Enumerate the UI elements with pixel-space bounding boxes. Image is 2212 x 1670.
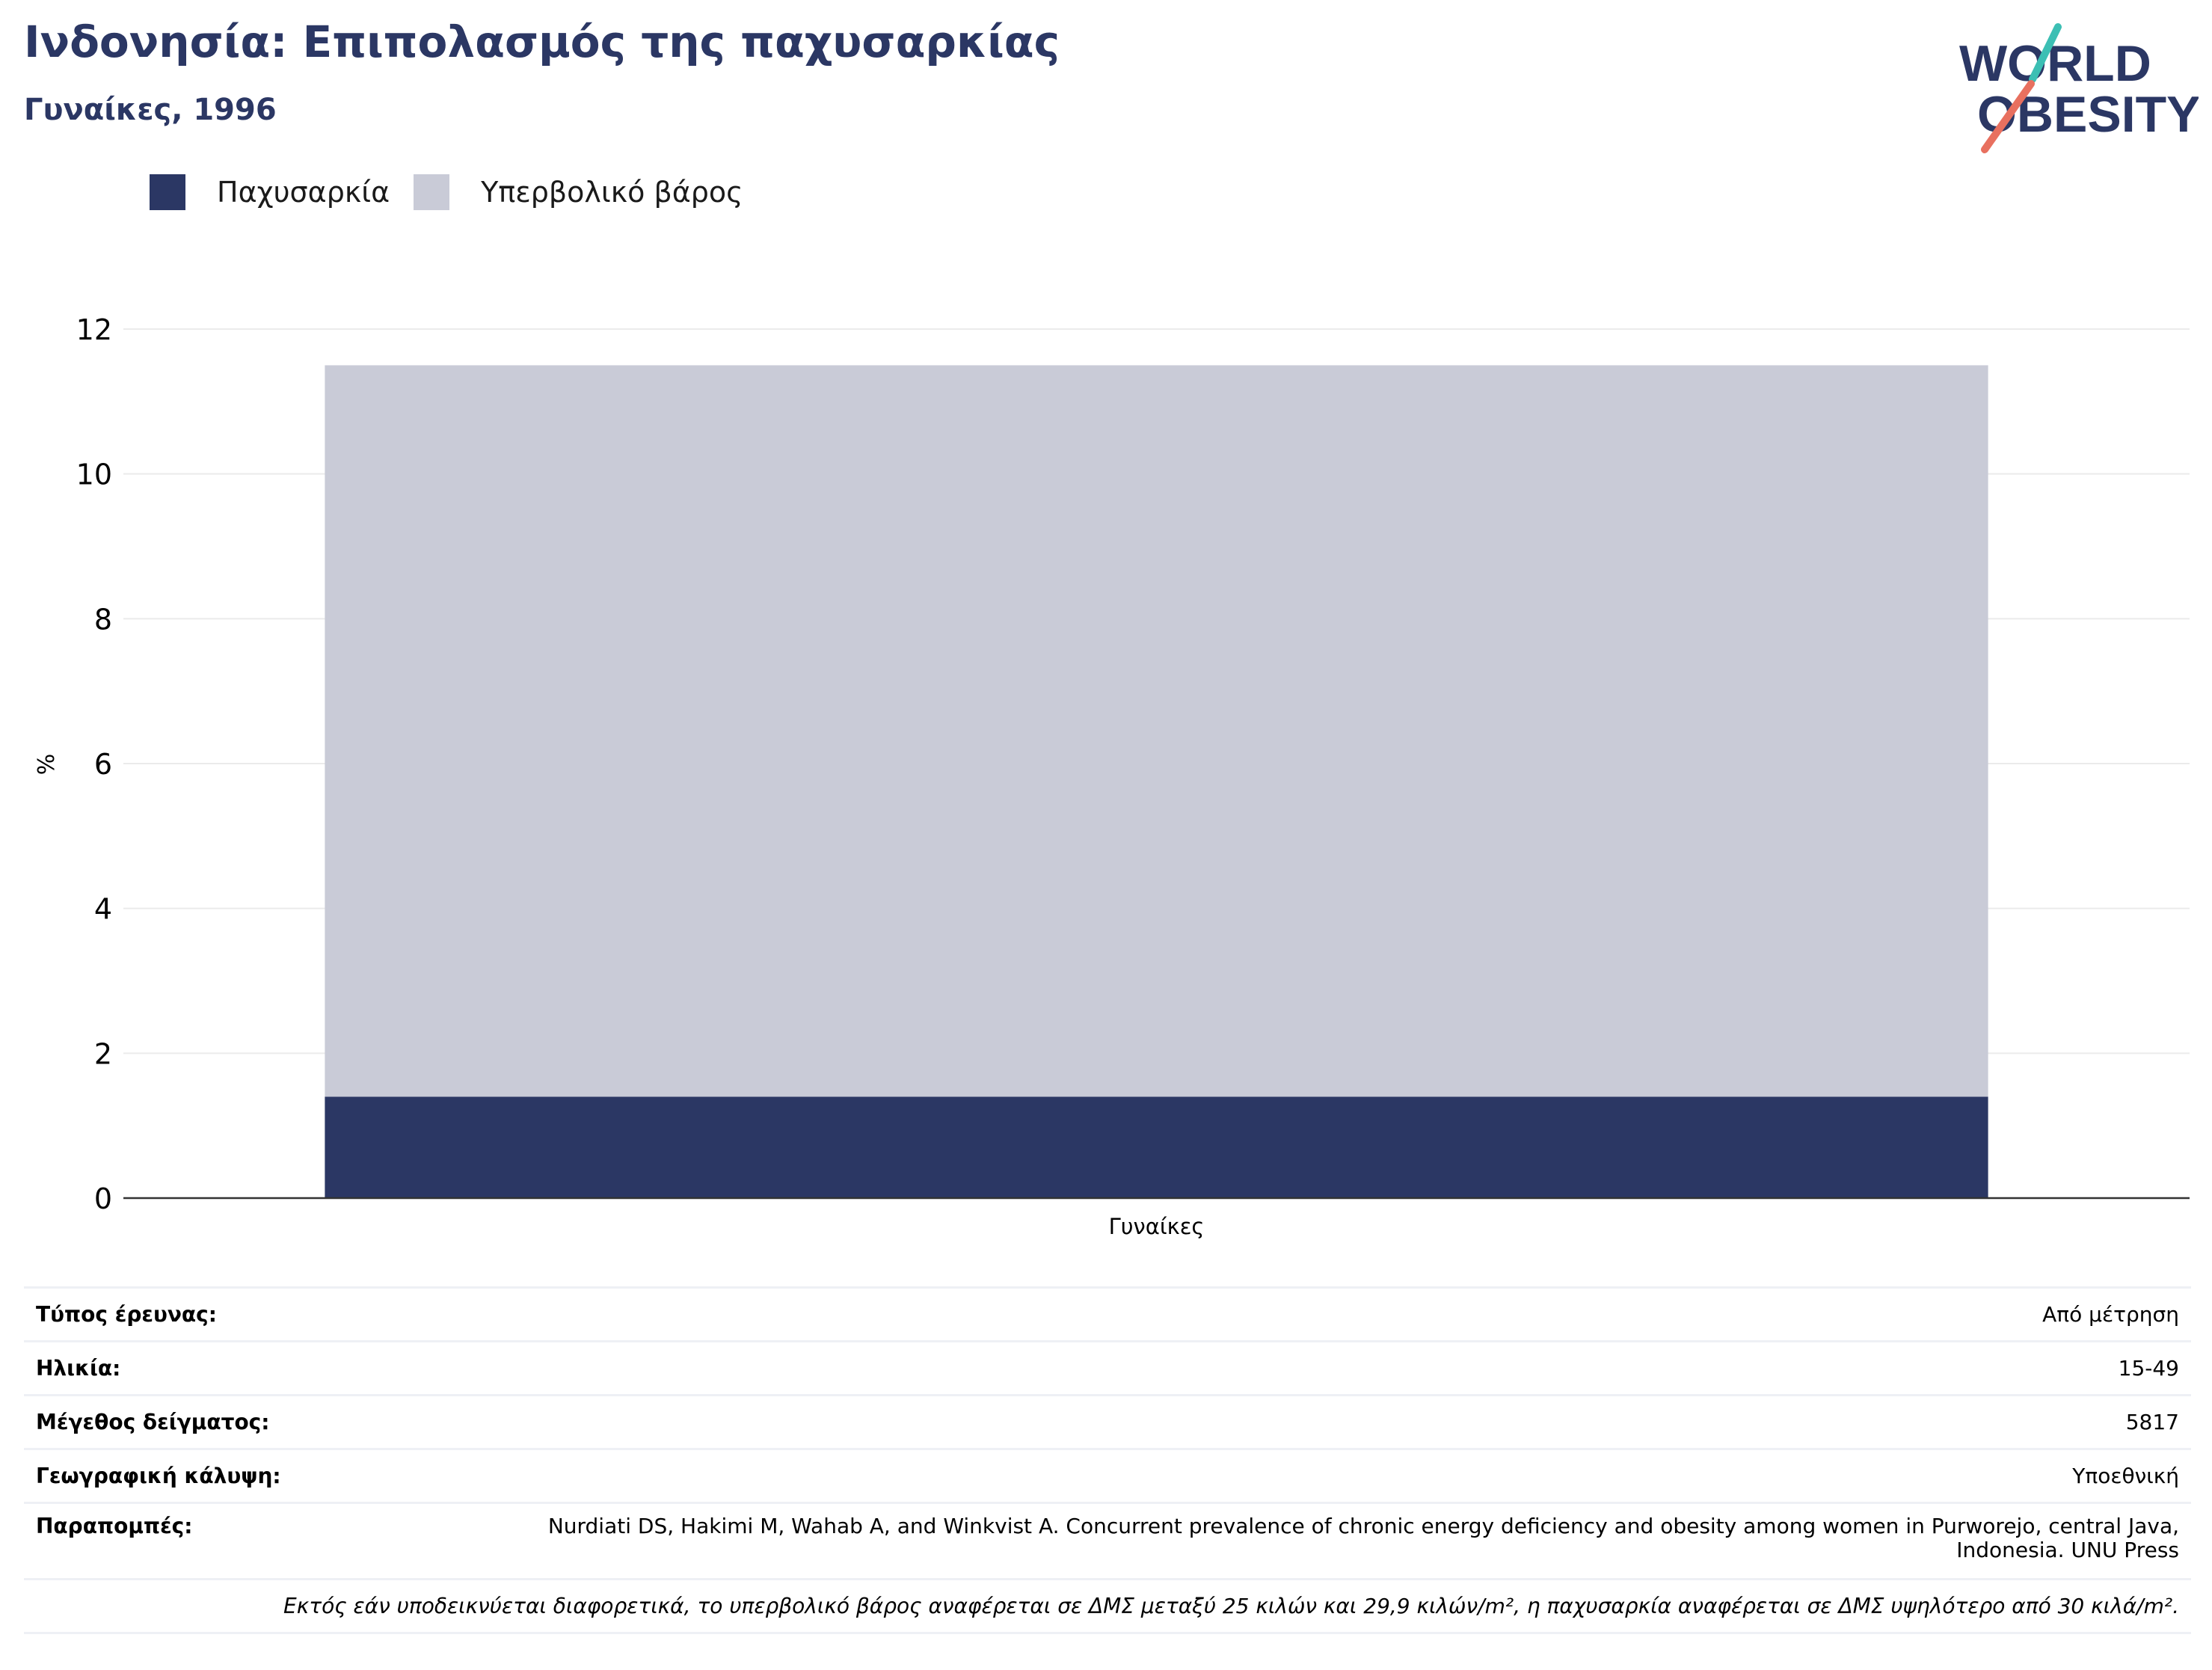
info-label-references: Παραπομπές: (36, 1514, 193, 1538)
legend-label-obesity: Παχυσαρκία (217, 176, 390, 209)
legend-item-obesity: Παχυσαρκία (150, 174, 390, 210)
x-tick-labels: Γυναίκες (1109, 1214, 1205, 1239)
info-value-sample-size: 5817 (2125, 1409, 2179, 1434)
bar-segment-obesity (325, 1096, 1988, 1198)
logo-word-obesity: OBESITY (1977, 86, 2199, 143)
survey-info-table: Τύπος έρευνας: Από μέτρηση Ηλικία: 15-49… (24, 1286, 2191, 1634)
info-row-survey-type: Τύπος έρευνας: Από μέτρηση (24, 1286, 2191, 1340)
info-value-survey-type: Από μέτρηση (2042, 1301, 2179, 1327)
info-row-references: Παραπομπές: Nurdiati DS, Hakimi M, Wahab… (24, 1502, 2191, 1578)
y-tick-label-2: 2 (94, 1037, 112, 1070)
definition-note: Εκτός εάν υποδεικνύεται διαφορετικά, το … (24, 1578, 2191, 1634)
chart-legend: Παχυσαρκία Υπερβολικό βάρος (150, 172, 766, 212)
chart-subtitle: Γυναίκες, 1996 (24, 93, 277, 127)
x-tick-label: Γυναίκες (1109, 1214, 1205, 1239)
legend-swatch-overweight (414, 174, 450, 210)
legend-swatch-obesity (150, 174, 185, 210)
y-tick-label-12: 12 (76, 313, 112, 346)
legend-item-overweight: Υπερβολικό βάρος (414, 174, 743, 210)
y-tick-label-0: 0 (94, 1182, 112, 1215)
legend-label-overweight: Υπερβολικό βάρος (481, 176, 743, 209)
y-tick-labels: 0 2 4 6 8 10 12 (76, 313, 112, 1215)
chart-title: Ινδονησία: Επιπολασμός της παχυσαρκίας (24, 16, 1060, 67)
info-label-coverage: Γεωγραφική κάλυψη: (36, 1463, 281, 1488)
logo-word-world: WORLD (1959, 35, 2151, 92)
y-tick-label-4: 4 (94, 893, 112, 926)
info-value-references: Nurdiati DS, Hakimi M, Wahab A, and Wink… (547, 1514, 2179, 1562)
y-tick-label-10: 10 (76, 458, 112, 491)
logo-slash-teal (2029, 23, 2062, 83)
info-row-coverage: Γεωγραφική κάλυψη: Υποεθνική (24, 1448, 2191, 1502)
bars (325, 365, 1988, 1198)
y-axis-label: % (34, 754, 60, 776)
info-value-age: 15-49 (2118, 1355, 2179, 1381)
bar-chart: 0 2 4 6 8 10 12 Γυναίκες % (34, 313, 2190, 1239)
info-label-survey-type: Τύπος έρευνας: (36, 1301, 217, 1327)
info-row-sample-size: Μέγεθος δείγματος: 5817 (24, 1394, 2191, 1448)
logo-slash-coral (1981, 80, 2035, 153)
info-value-coverage: Υποεθνική (2072, 1463, 2179, 1488)
y-tick-label-6: 6 (94, 748, 112, 781)
info-label-sample-size: Μέγεθος δείγματος: (36, 1409, 270, 1434)
y-tick-label-8: 8 (94, 603, 112, 636)
info-row-age: Ηλικία: 15-49 (24, 1340, 2191, 1394)
world-obesity-logo: WORLD OBESITY (1959, 23, 2199, 153)
bar-segment-overweight (325, 365, 1988, 1097)
info-label-age: Ηλικία: (36, 1355, 121, 1381)
